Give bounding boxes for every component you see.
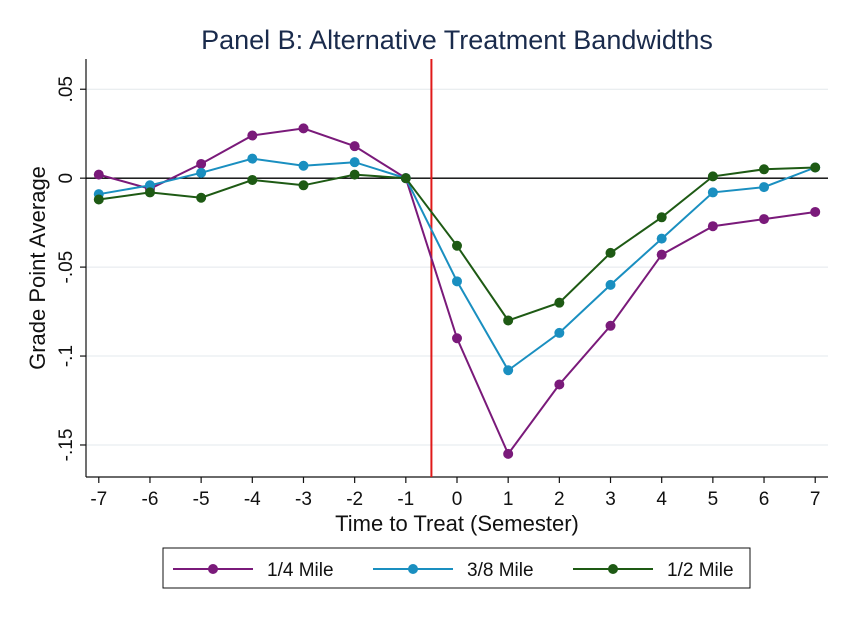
data-point (656, 249, 667, 260)
data-point (810, 162, 821, 173)
data-point (707, 221, 718, 232)
data-point (93, 194, 104, 205)
legend-swatch-marker (608, 564, 618, 574)
data-point (349, 157, 360, 168)
data-point (196, 158, 207, 169)
data-point (93, 169, 104, 180)
x-tick-label: 2 (554, 489, 565, 510)
x-axis-label: Time to Treat (Semester) (335, 511, 579, 536)
data-point (554, 297, 565, 308)
x-tick-label: -4 (244, 489, 261, 510)
x-tick-label: -6 (142, 489, 159, 510)
legend-label: 3/8 Mile (467, 560, 534, 581)
data-point (759, 214, 770, 225)
x-tick-label: 1 (503, 489, 514, 510)
data-point (503, 365, 514, 376)
data-point (605, 320, 616, 331)
data-point (707, 187, 718, 198)
data-point (452, 276, 462, 287)
x-tick-label: 3 (605, 489, 616, 510)
legend-label: 1/4 Mile (267, 560, 334, 581)
data-point (554, 327, 565, 338)
chart-title: Panel B: Alternative Treatment Bandwidth… (201, 25, 713, 55)
x-tick-label: -2 (346, 489, 363, 510)
data-point (656, 233, 667, 244)
data-point (298, 123, 309, 134)
series-line (98, 127, 816, 456)
data-point (605, 247, 616, 258)
y-axis-label: Grade Point Average (25, 166, 50, 370)
data-point (247, 130, 258, 141)
data-point (707, 171, 718, 182)
legend-swatch-marker (408, 564, 418, 574)
x-tick-label: 6 (759, 489, 770, 510)
data-point (144, 180, 155, 191)
data-point (759, 164, 770, 175)
data-point (503, 448, 514, 459)
y-tick-label: .05 (56, 76, 77, 102)
legend: 1/4 Mile 3/8 Mile 1/2 Mile (162, 547, 751, 589)
y-tick-label: -.1 (56, 345, 77, 367)
data-point (554, 379, 565, 390)
x-tick-label: -5 (193, 489, 210, 510)
data-point (144, 187, 155, 198)
y-tick-label: -.15 (56, 429, 77, 462)
data-point (452, 333, 462, 344)
data-point (656, 212, 667, 223)
x-tick-label: 5 (708, 489, 719, 510)
x-tick-label: 4 (656, 489, 667, 510)
plot-area: .05 0 -.05 -.1 -.15 -7 -6 -5 -4 -3 -2 -1 0 1 2 3 4 5 6 7 (56, 59, 828, 510)
data-point (298, 180, 309, 191)
x-tick-label: -3 (295, 489, 312, 510)
data-point (605, 279, 616, 290)
y-tick-label: 0 (56, 173, 77, 184)
data-point (452, 240, 462, 251)
legend-label: 1/2 Mile (667, 560, 734, 581)
x-tick-label: -7 (90, 489, 107, 510)
data-point (349, 169, 360, 180)
data-point (196, 192, 207, 203)
data-point (759, 182, 770, 193)
x-tick-label: 7 (810, 489, 821, 510)
y-tick-label: -.05 (56, 251, 77, 284)
x-tick-label: -1 (397, 489, 414, 510)
x-tick-label: 0 (452, 489, 463, 510)
data-point (349, 141, 360, 152)
data-point (247, 153, 258, 164)
legend-swatch-marker (208, 564, 218, 574)
data-point (247, 174, 258, 185)
data-point (400, 173, 411, 184)
data-point (503, 315, 514, 326)
data-point (298, 160, 309, 171)
data-point (810, 206, 821, 217)
data-point (196, 167, 207, 178)
